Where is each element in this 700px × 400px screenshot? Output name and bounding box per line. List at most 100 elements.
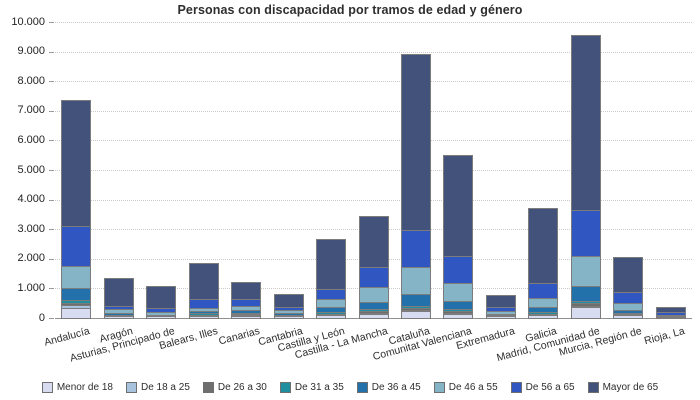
bar-segment[interactable]: [61, 226, 92, 268]
bar-segment[interactable]: [273, 315, 304, 320]
bar-segment[interactable]: [188, 315, 219, 317]
bar-segment[interactable]: [613, 312, 644, 316]
bar-segment[interactable]: [103, 312, 134, 317]
bar-segment[interactable]: [188, 311, 219, 316]
bar-segment[interactable]: [443, 309, 474, 314]
bar-segment[interactable]: [528, 315, 559, 319]
bar-segment[interactable]: [528, 314, 559, 317]
legend-item-de-18-a-25[interactable]: De 18 a 25: [125, 382, 190, 393]
bar-segment[interactable]: [570, 305, 601, 309]
bar-segment[interactable]: [443, 283, 474, 304]
bar-segment[interactable]: [528, 297, 559, 310]
bar-segment[interactable]: [528, 207, 559, 286]
bar-segment[interactable]: [273, 315, 304, 317]
bar-segment[interactable]: [528, 307, 559, 315]
bar-segment[interactable]: [443, 154, 474, 258]
bar-segment[interactable]: [273, 307, 304, 312]
bar-segment[interactable]: [655, 307, 686, 315]
bar-segment[interactable]: [613, 303, 644, 312]
bar-segment[interactable]: [443, 310, 474, 316]
bar-segment[interactable]: [316, 307, 347, 314]
bar-segment[interactable]: [231, 299, 262, 308]
bar-segment[interactable]: [528, 283, 559, 300]
bar-segment[interactable]: [358, 267, 389, 290]
bar-segment[interactable]: [103, 277, 134, 308]
bar-segment[interactable]: [358, 215, 389, 270]
bar-segment[interactable]: [485, 294, 516, 310]
bar-segment[interactable]: [570, 285, 601, 303]
bar-segment[interactable]: [570, 210, 601, 258]
bar-segment[interactable]: [316, 313, 347, 317]
legend-item-de-36-a-45[interactable]: De 36 a 45: [356, 382, 421, 393]
legend-item-de-46-a-55[interactable]: De 46 a 55: [433, 382, 498, 393]
bar-segment[interactable]: [485, 307, 516, 314]
legend-item-de-56-a-65[interactable]: De 56 a 65: [510, 382, 575, 393]
bar-segment[interactable]: [231, 312, 262, 317]
bar-segment[interactable]: [400, 294, 431, 308]
bar-segment[interactable]: [188, 313, 219, 317]
bar-segment[interactable]: [528, 315, 559, 317]
bar-segment[interactable]: [61, 305, 92, 311]
legend-item-de-26-a-30[interactable]: De 26 a 30: [202, 382, 267, 393]
bar-segment[interactable]: [316, 314, 347, 318]
bar-segment[interactable]: [358, 314, 389, 319]
bar-segment[interactable]: [655, 312, 686, 317]
bar-segment[interactable]: [613, 314, 644, 320]
bar-segment[interactable]: [485, 311, 516, 316]
legend-item-mayor-de-65[interactable]: Mayor de 65: [587, 382, 658, 393]
bar-segment[interactable]: [231, 305, 262, 312]
bar-segment[interactable]: [485, 313, 516, 318]
bar-segment[interactable]: [613, 314, 644, 316]
bar-segment[interactable]: [231, 309, 262, 316]
bar-segment[interactable]: [570, 34, 601, 213]
bar-segment[interactable]: [103, 316, 134, 319]
bar-segment[interactable]: [570, 306, 601, 320]
bar-segment[interactable]: [316, 315, 347, 319]
bar-segment[interactable]: [231, 281, 262, 302]
bar-segment[interactable]: [358, 287, 389, 305]
legend-item-menor-de-18[interactable]: Menor de 18: [41, 382, 113, 393]
bar-segment[interactable]: [443, 312, 474, 317]
bar-segment[interactable]: [443, 314, 474, 319]
bar-segment[interactable]: [316, 239, 347, 291]
bar-segment[interactable]: [146, 312, 177, 317]
bar-segment[interactable]: [231, 315, 262, 318]
bar-segment[interactable]: [231, 315, 262, 320]
bar-segment[interactable]: [400, 229, 431, 269]
bar-segment[interactable]: [103, 309, 134, 315]
bar-segment[interactable]: [188, 262, 219, 302]
bar-segment[interactable]: [400, 305, 431, 311]
bar-segment[interactable]: [400, 308, 431, 313]
bar-segment[interactable]: [273, 313, 304, 317]
bar-segment[interactable]: [188, 315, 219, 320]
bar-segment[interactable]: [358, 302, 389, 312]
bar-segment[interactable]: [103, 305, 134, 312]
bar-segment[interactable]: [188, 315, 219, 318]
bar-segment[interactable]: [400, 309, 431, 314]
bar-segment[interactable]: [613, 310, 644, 315]
bar-segment[interactable]: [528, 312, 559, 316]
bar-segment[interactable]: [103, 315, 134, 317]
bar-segment[interactable]: [61, 308, 92, 319]
bar-segment[interactable]: [400, 53, 431, 232]
bar-segment[interactable]: [316, 288, 347, 301]
bar-segment[interactable]: [61, 288, 92, 302]
bar-segment[interactable]: [400, 311, 431, 319]
bar-segment[interactable]: [400, 266, 431, 297]
bar-segment[interactable]: [358, 308, 389, 314]
bar-segment[interactable]: [570, 303, 601, 308]
bar-segment[interactable]: [146, 316, 177, 319]
bar-segment[interactable]: [146, 308, 177, 315]
bar-segment[interactable]: [570, 300, 601, 306]
legend-item-de-31-a-35[interactable]: De 31 a 35: [279, 382, 344, 393]
bar-segment[interactable]: [273, 293, 304, 310]
bar-segment[interactable]: [570, 255, 601, 288]
bar-segment[interactable]: [443, 255, 474, 286]
bar-segment[interactable]: [316, 311, 347, 316]
bar-segment[interactable]: [231, 314, 262, 318]
bar-segment[interactable]: [443, 301, 474, 312]
bar-segment[interactable]: [61, 100, 92, 229]
bar-segment[interactable]: [61, 265, 92, 291]
bar-segment[interactable]: [316, 298, 347, 310]
bar-segment[interactable]: [188, 299, 219, 310]
